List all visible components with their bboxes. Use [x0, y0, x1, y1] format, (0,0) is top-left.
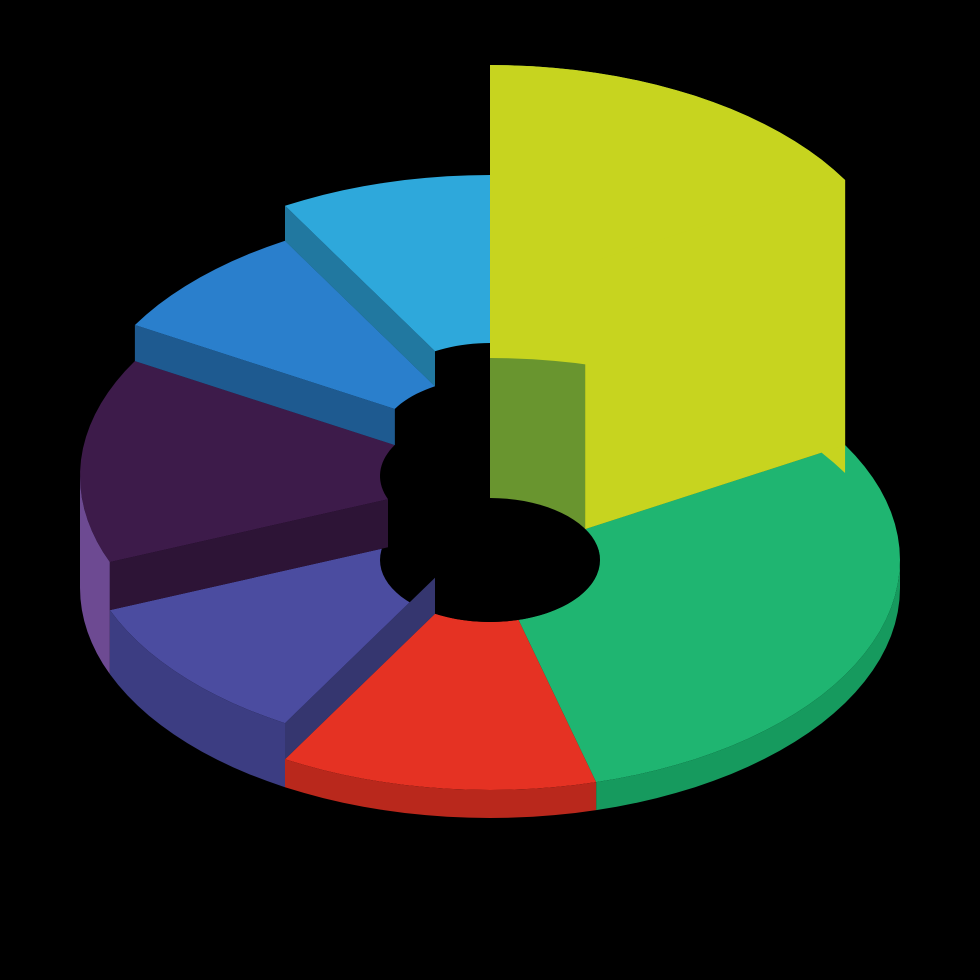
donut-3d-chart [0, 0, 980, 980]
